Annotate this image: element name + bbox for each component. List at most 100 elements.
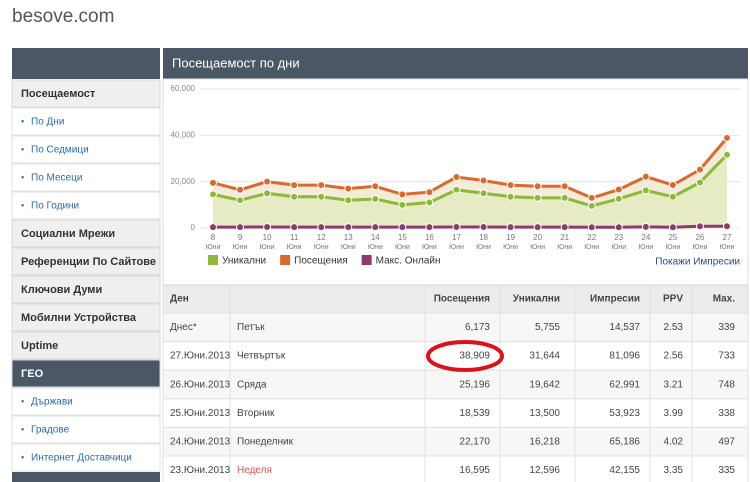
x-tick-sublabel: Юни: [665, 244, 680, 251]
legend-label: Макс. Онлайн: [376, 256, 441, 267]
data-point: [425, 223, 434, 232]
x-tick-label: 27: [723, 233, 732, 242]
menu-section[interactable]: [11, 303, 161, 332]
x-tick-sublabel: Юни: [720, 244, 735, 251]
table-cell: 733: [718, 351, 735, 362]
menu-item[interactable]: [11, 415, 161, 444]
menu-item[interactable]: [11, 443, 161, 472]
data-point: [317, 223, 326, 232]
data-point: [371, 195, 380, 204]
column-header: Ден: [170, 294, 189, 305]
x-tick-label: 10: [263, 233, 272, 242]
menu-section-label[interactable]: Uptime: [21, 340, 58, 352]
x-tick-sublabel: Юни: [368, 244, 383, 251]
table-cell: 25.Юни.2013: [170, 408, 231, 419]
data-point: [695, 222, 704, 231]
legend-swatch: [280, 255, 291, 265]
menu-item[interactable]: [11, 191, 161, 220]
data-point: [668, 181, 677, 190]
data-point: [317, 192, 326, 201]
table-cell: 62,991: [609, 379, 640, 390]
table-cell: 24.Юни.2013: [170, 437, 231, 448]
x-tick-sublabel: Юни: [341, 244, 356, 251]
data-point: [371, 223, 380, 232]
column-header: Импресии: [590, 294, 640, 305]
x-tick-sublabel: Юни: [557, 244, 572, 251]
data-point: [236, 196, 245, 205]
menu-section[interactable]: [11, 359, 161, 388]
x-tick-label: 24: [641, 233, 650, 242]
data-point: [344, 223, 353, 232]
x-tick-sublabel: Юни: [395, 244, 410, 251]
menu-item-label[interactable]: По Седмици: [31, 145, 89, 156]
menu-item[interactable]: [11, 107, 161, 136]
data-point: [209, 223, 217, 232]
data-point: [371, 182, 380, 191]
area: [213, 154, 727, 228]
menu-section[interactable]: [11, 331, 161, 360]
data-point: [587, 193, 596, 202]
menu-bullet: •: [21, 396, 24, 406]
menu-item-label[interactable]: Градове: [31, 425, 70, 436]
menu-section-label[interactable]: Социални Мрежи: [21, 228, 115, 240]
data-point: [398, 200, 407, 209]
show-impressions-link[interactable]: Покажи Импресии: [655, 257, 740, 268]
data-point: [723, 150, 731, 159]
data-point: [452, 173, 461, 182]
table-cell: 3.21: [664, 379, 684, 390]
menu-section[interactable]: [12, 472, 160, 482]
table-cell: 27.Юни.2013: [170, 351, 231, 362]
menu-item[interactable]: [11, 135, 161, 164]
menu-bullet: •: [21, 452, 24, 462]
menu-item[interactable]: [11, 163, 161, 192]
menu-section[interactable]: [11, 219, 161, 248]
table-cell: 2.53: [664, 322, 684, 333]
menu-section-label[interactable]: Посещаемост: [21, 88, 96, 100]
menu-bullet: •: [21, 424, 24, 434]
x-tick-sublabel: Юни: [233, 244, 248, 251]
column-header: Max.: [713, 294, 735, 305]
x-tick-sublabel: Юни: [638, 244, 653, 251]
data-point: [290, 192, 299, 201]
table-cell: Петък: [237, 322, 265, 333]
menu-item-label[interactable]: По Години: [31, 201, 79, 212]
y-tick-label: 40,000: [171, 130, 196, 139]
menu-section-label[interactable]: ГЕО: [21, 368, 44, 380]
menu-section[interactable]: [11, 79, 161, 108]
table-cell: 14,537: [609, 322, 640, 333]
menu-item-label[interactable]: Интернет Доставчици: [31, 453, 132, 464]
x-tick-label: 20: [533, 233, 542, 242]
data-point: [317, 181, 326, 190]
menu-section[interactable]: [11, 275, 161, 304]
data-point: [560, 193, 569, 202]
menu-bullet: •: [21, 200, 24, 210]
data-point: [614, 185, 623, 194]
table-cell: Вторник: [237, 408, 275, 419]
x-tick-label: 17: [452, 233, 461, 242]
highlight-circle: [426, 340, 504, 372]
data-point: [290, 223, 299, 232]
x-tick-label: 25: [668, 233, 677, 242]
data-point: [641, 186, 650, 195]
menu-item-label[interactable]: Държави: [31, 397, 73, 408]
table-cell: 22,170: [459, 437, 490, 448]
menu-item-label[interactable]: По Месеци: [31, 173, 82, 184]
x-tick-sublabel: Юни: [206, 244, 221, 251]
x-tick-label: 14: [371, 233, 380, 242]
data-point: [344, 196, 353, 205]
data-point: [263, 223, 272, 232]
menu-section-label[interactable]: Референции По Сайтове: [21, 256, 156, 268]
legend-swatch: [361, 255, 372, 265]
menu-section[interactable]: [11, 247, 161, 276]
menu-section-label[interactable]: Ключови Думи: [21, 284, 102, 296]
x-tick-label: 18: [479, 233, 488, 242]
data-point: [723, 133, 731, 142]
table-cell: 65,186: [609, 437, 640, 448]
legend-label: Посещения: [294, 256, 348, 267]
menu-item-label[interactable]: По Дни: [31, 117, 64, 128]
menu-item[interactable]: [11, 387, 161, 416]
menu-section-label[interactable]: Мобилни Устройства: [21, 312, 137, 324]
x-tick-sublabel: Юни: [449, 244, 464, 251]
data-point: [236, 185, 245, 194]
data-point: [723, 222, 731, 231]
